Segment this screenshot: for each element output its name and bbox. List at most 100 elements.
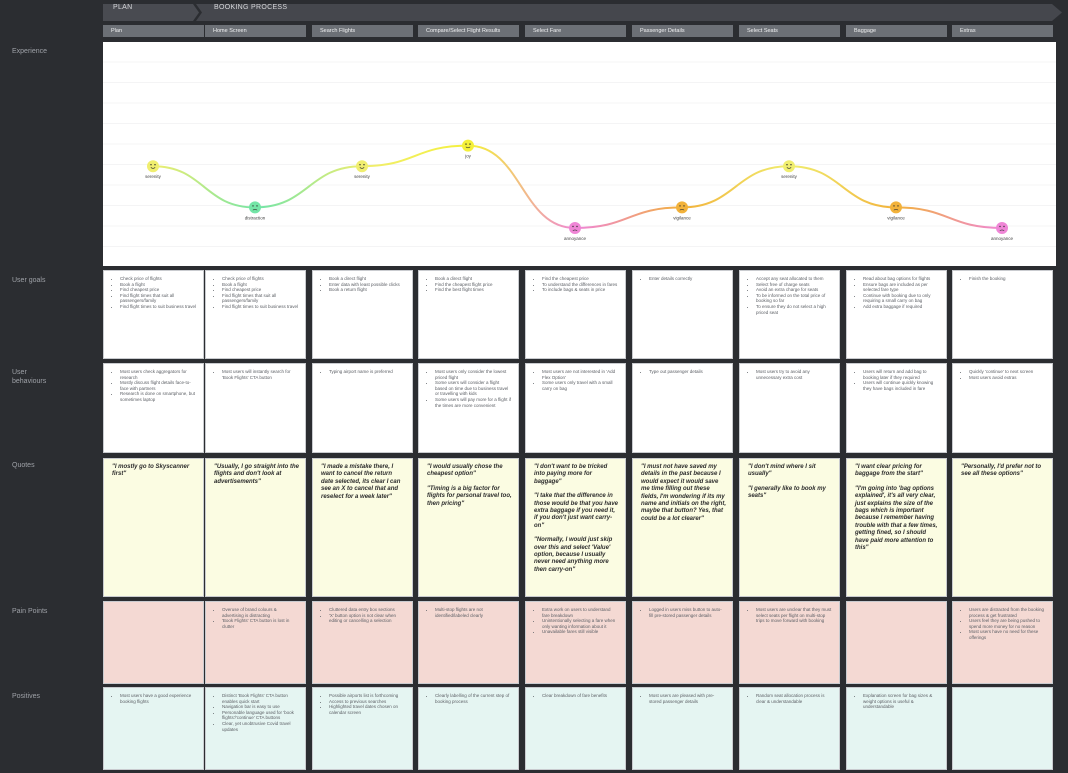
bullet-item: Explanation screen for bag sizes & weigh… [863,693,940,710]
bullet-list: Most users have a good experience bookin… [112,693,197,704]
quotes-cell: "I don't want to be tricked into paying … [525,458,626,597]
goals-cell: Accept any seat allocated to themSelect … [739,270,840,359]
quote-text: "I don't want to be tricked into paying … [534,464,608,485]
bullet-item: Users will continue quickly knowing they… [863,380,940,391]
emotion-face-icon [356,160,368,173]
bullet-item: Multi-stop flights are not identified/la… [435,607,512,618]
emotion-face-mouth [150,167,156,169]
bullet-item: Most users avoid extras [969,375,1046,381]
behaviours-cell: Most users are not interested in 'Add Fl… [525,363,626,453]
bullet-item: To be informed on the total price of boo… [756,293,833,304]
bullet-item: Unintentionally selecting a fare when on… [542,618,619,629]
bullet-list: Overuse of brand colours & advertising i… [214,607,299,629]
bullet-item: Most users are unclear that they must se… [756,607,833,624]
quotes-cell: "I made a mistake there, I want to cance… [312,458,413,597]
positives-cell: Clear breakdown of fare benefits [525,687,626,770]
emotion-face-icon [249,201,261,214]
stage-header: Search Flights [312,25,413,37]
quote-text: "Normally, I would just skip over this a… [534,537,613,573]
bullet-list: Find the cheapest priceTo understand the… [534,276,619,293]
bullet-list: Accept any seat allocated to themSelect … [748,276,833,315]
emotion-label: annoyance [991,236,1014,241]
positives-cell: Explanation screen for bag sizes & weigh… [846,687,947,770]
bullet-item: Distinct 'Book Flights' CTA button enabl… [222,693,299,704]
bullet-list: Clearly labelling of the current step of… [427,693,512,704]
bullet-item: Users are distracted from the booking pr… [969,607,1046,618]
emotion-face-mouth [252,209,258,211]
behaviours-cell: Most users try to avoid any unnecessary … [739,363,840,453]
quotes-cell: "I don't mind where I sit usually" "I gen… [739,458,840,597]
bullet-list: Check price of flightsBook a flightFind … [112,276,197,310]
bullet-item: Navigation bar is easy to use [222,704,299,710]
bullet-item: Extra work on users to understand fare b… [542,607,619,618]
row-label-behaviours: User behaviours [12,369,47,386]
quote-text: "I would usually chose the cheapest opti… [427,464,503,478]
bullet-item: Most users are not interested in 'Add Fl… [542,369,619,380]
quotes-cell: "I mostly go to Skyscanner first" [103,458,204,597]
bullet-item: To ensure they do not select a high pric… [756,304,833,315]
bullet-item: Book a flight [120,282,197,288]
bullet-list: Cluttered data entry box sections'X' but… [321,607,406,624]
quote-text: "I generally like to book my seats" [748,485,826,500]
row-label-positives: Positives [12,693,41,700]
positives-cell: Most users have a good experience bookin… [103,687,204,770]
bullet-list: Quickly 'continue' to next screenMost us… [961,369,1046,380]
bullet-item: Enter details correctly [649,276,726,282]
bullet-list: Most users are not interested in 'Add Fl… [534,369,619,391]
emotion-face-eye [1003,225,1005,228]
row-label-experience: Experience [12,48,48,55]
behaviours-cell: Most users check aggregators for researc… [103,363,204,453]
bullet-item: Overuse of brand colours & advertising i… [222,607,299,618]
bullet-list: Read about bag options for flightsEnsure… [855,276,940,310]
emotion-face-eye [786,164,788,166]
emotion-face-eye [256,205,258,207]
bullet-item: 'Book Flights' CTA button is lost in clu… [222,618,299,629]
positives-cell: Most users are pleased with pre-stored p… [632,687,733,770]
row-label-pain-points: Pain Points [12,608,48,615]
quote-text: "I made a mistake there, I want to cance… [321,464,401,500]
emotion-face-icon [147,160,159,173]
bullet-list: Distinct 'Book Flights' CTA button enabl… [214,693,299,732]
emotion-face-eye [999,225,1001,228]
emotion-face-eye [150,164,152,166]
bullet-item: To include bags & seats in price [542,287,619,293]
emotion-face-icon [996,222,1008,234]
emotion-point: serenity [354,160,371,179]
bullet-item: Highlighted travel dates chosen on calen… [329,704,406,715]
bullet-item: Logged in users miss button to auto-fill… [649,607,726,618]
emotion-face-eye [465,143,467,145]
bullet-item: Most users have a good experience bookin… [120,693,197,704]
stage-header: Plan [103,25,204,37]
bullet-item: Users will return and add bag to booking… [863,369,940,380]
emotion-face-icon [676,201,688,214]
bullet-item: Typing airport name is preferred [329,369,406,375]
bullet-item: Read about bag options for flights [863,276,940,282]
bullet-item: Book a flight [222,282,299,288]
bullet-item: Mostly discuss flight details face-to-fa… [120,380,197,391]
emotion-point: vigilance [887,201,905,220]
bullet-item: Find flight times that suit all passenge… [222,293,299,304]
bullet-list: Most users are unclear that they must se… [748,607,833,624]
emotion-point: distraction [245,201,266,220]
quote-text: "I must not have saved my details in the… [641,464,727,522]
bullet-item: 'X' button option is not clear when edit… [329,613,406,624]
bullet-list: Check price of flightsBook a flightFind … [214,276,299,310]
pain-point-cell: Multi-stop flights are not identified/la… [418,601,519,684]
emotion-point: annoyance [564,222,587,241]
emotion-face-icon [783,160,795,173]
pain-point-cell: Overuse of brand colours & advertising i… [205,601,306,684]
bullet-item: Ensure bags are included as per selected… [863,282,940,293]
bullet-item: Cluttered data entry box sections [329,607,406,613]
quotes-cell: "I would usually chose the cheapest opti… [418,458,519,597]
bullet-item: Finish the booking [969,276,1046,282]
bullet-item: Most users only consider the lowest pric… [435,369,512,380]
emotion-face-eye [790,164,792,166]
positives-cell: Random seat allocation process is clear … [739,687,840,770]
stage-header: Extras [952,25,1053,37]
pain-point-cell: Logged in users miss button to auto-fill… [632,601,733,684]
bullet-item: Select free of charge seats [756,282,833,288]
quote-text: "Timing is a big factor for flights for … [427,485,512,507]
emotion-face-mouth [572,229,578,232]
bullet-item: Add extra baggage if required [863,304,940,310]
bullet-item: Most users have no need for these offeri… [969,629,1046,640]
